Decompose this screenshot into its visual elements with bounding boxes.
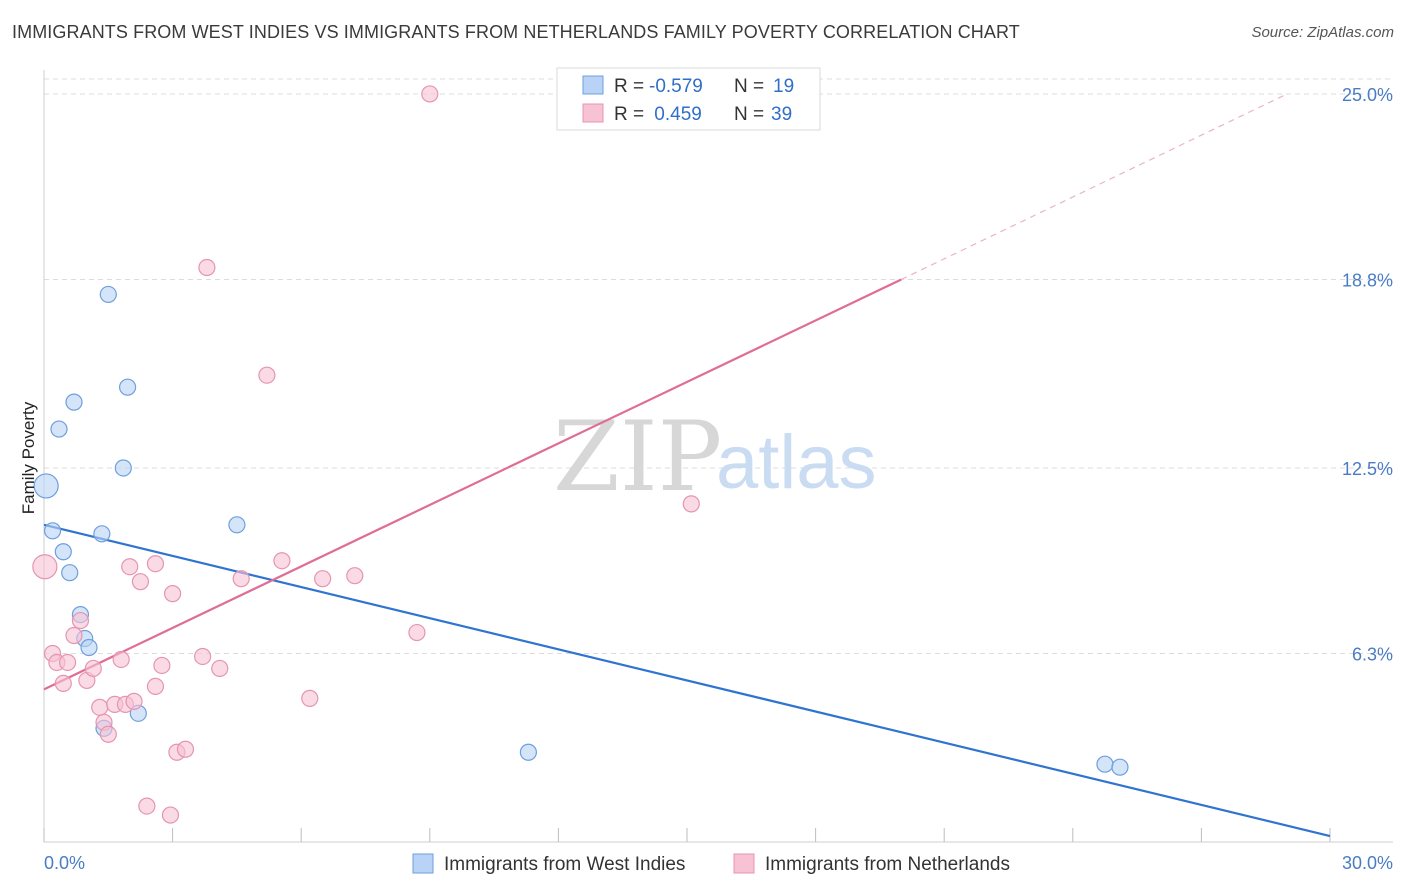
- point-blue: [519, 743, 537, 761]
- series-legend-swatch-pink: [733, 853, 755, 874]
- point-blue: [43, 522, 62, 540]
- point-pink: [258, 366, 276, 384]
- point-blue: [1111, 758, 1129, 776]
- correlation-legend: R = -0.579 N = 19 R = 0.459 N = 39: [556, 67, 821, 131]
- x-tick-label-min: 0.0%: [44, 853, 85, 873]
- point-blue: [50, 420, 68, 438]
- y-axis-label: Family Poverty: [19, 401, 38, 514]
- point-pink: [32, 554, 58, 580]
- axes: [43, 70, 1393, 843]
- y-tick-label: 18.8%: [1342, 270, 1393, 290]
- point-blue: [228, 516, 246, 534]
- point-pink: [232, 570, 250, 588]
- point-pink: [211, 659, 229, 678]
- point-blue: [80, 638, 98, 657]
- point-pink: [71, 611, 90, 630]
- chart-title: IMMIGRANTS FROM WEST INDIES VS IMMIGRANT…: [12, 22, 1020, 42]
- trend-extension-pink: [901, 93, 1288, 280]
- trend-lines: [43, 93, 1331, 838]
- point-pink: [146, 677, 165, 696]
- point-pink: [194, 647, 212, 666]
- point-pink: [176, 740, 195, 758]
- watermark-zip: ZIP: [553, 401, 722, 513]
- point-pink: [131, 573, 150, 591]
- series-legend-label-pink: Immigrants from Netherlands: [765, 854, 1010, 875]
- point-pink: [421, 85, 439, 103]
- point-blue: [1096, 755, 1114, 773]
- y-tick-label: 25.0%: [1342, 85, 1393, 105]
- point-blue: [99, 285, 117, 304]
- point-pink: [314, 570, 332, 588]
- point-pink: [84, 659, 102, 678]
- point-pink: [91, 698, 109, 716]
- legend-r-value-pink: 0.459: [649, 104, 702, 125]
- point-pink: [58, 653, 77, 672]
- point-pink: [198, 258, 216, 277]
- series-legend-swatch-blue: [412, 853, 434, 874]
- series-legend: Immigrants from West Indies Immigrants f…: [412, 853, 1010, 875]
- y-tick-labels: 6.3% 12.5% 18.8% 25.0%: [1342, 85, 1393, 665]
- point-pink: [112, 650, 130, 669]
- point-pink: [125, 692, 143, 710]
- point-pink: [54, 674, 72, 693]
- point-pink: [65, 626, 83, 645]
- watermark-atlas: atlas: [716, 420, 877, 505]
- trend-line-blue: [43, 523, 1331, 838]
- legend-swatch-pink: [582, 103, 604, 123]
- source-credit: Source: ZipAtlas.com: [1251, 24, 1394, 41]
- legend-swatch-blue: [582, 75, 604, 95]
- y-tick-label: 6.3%: [1352, 644, 1393, 664]
- point-pink: [138, 797, 156, 815]
- point-blue: [114, 459, 132, 477]
- point-pink: [146, 555, 165, 573]
- point-pink: [301, 689, 319, 707]
- point-blue: [54, 543, 72, 561]
- trend-line-pink: [43, 278, 902, 691]
- point-pink: [121, 558, 139, 576]
- legend-n-value-pink: 39: [771, 104, 792, 125]
- legend-n-label-pink: N =: [734, 104, 764, 125]
- legend-r-label-blue: R =: [614, 76, 644, 97]
- series-legend-label-blue: Immigrants from West Indies: [444, 854, 685, 875]
- point-blue: [93, 525, 111, 543]
- point-blue: [33, 473, 59, 499]
- point-pink: [99, 725, 117, 743]
- x-tick-label-max: 30.0%: [1342, 853, 1393, 873]
- point-pink: [408, 623, 426, 642]
- point-pink: [164, 585, 182, 603]
- point-blue: [65, 393, 83, 411]
- point-blue: [118, 378, 137, 396]
- point-pink: [153, 656, 171, 675]
- point-pink: [682, 495, 700, 513]
- point-pink: [273, 552, 291, 570]
- data-points: [32, 85, 1129, 824]
- point-blue: [61, 564, 79, 582]
- legend-r-label-pink: R =: [614, 104, 644, 125]
- legend-r-value-blue: -0.579: [649, 76, 703, 97]
- y-tick-label: 12.5%: [1342, 459, 1393, 479]
- legend-n-value-blue: 19: [773, 76, 794, 97]
- legend-n-label-blue: N =: [734, 76, 764, 97]
- point-pink: [161, 806, 180, 824]
- point-pink: [346, 567, 364, 585]
